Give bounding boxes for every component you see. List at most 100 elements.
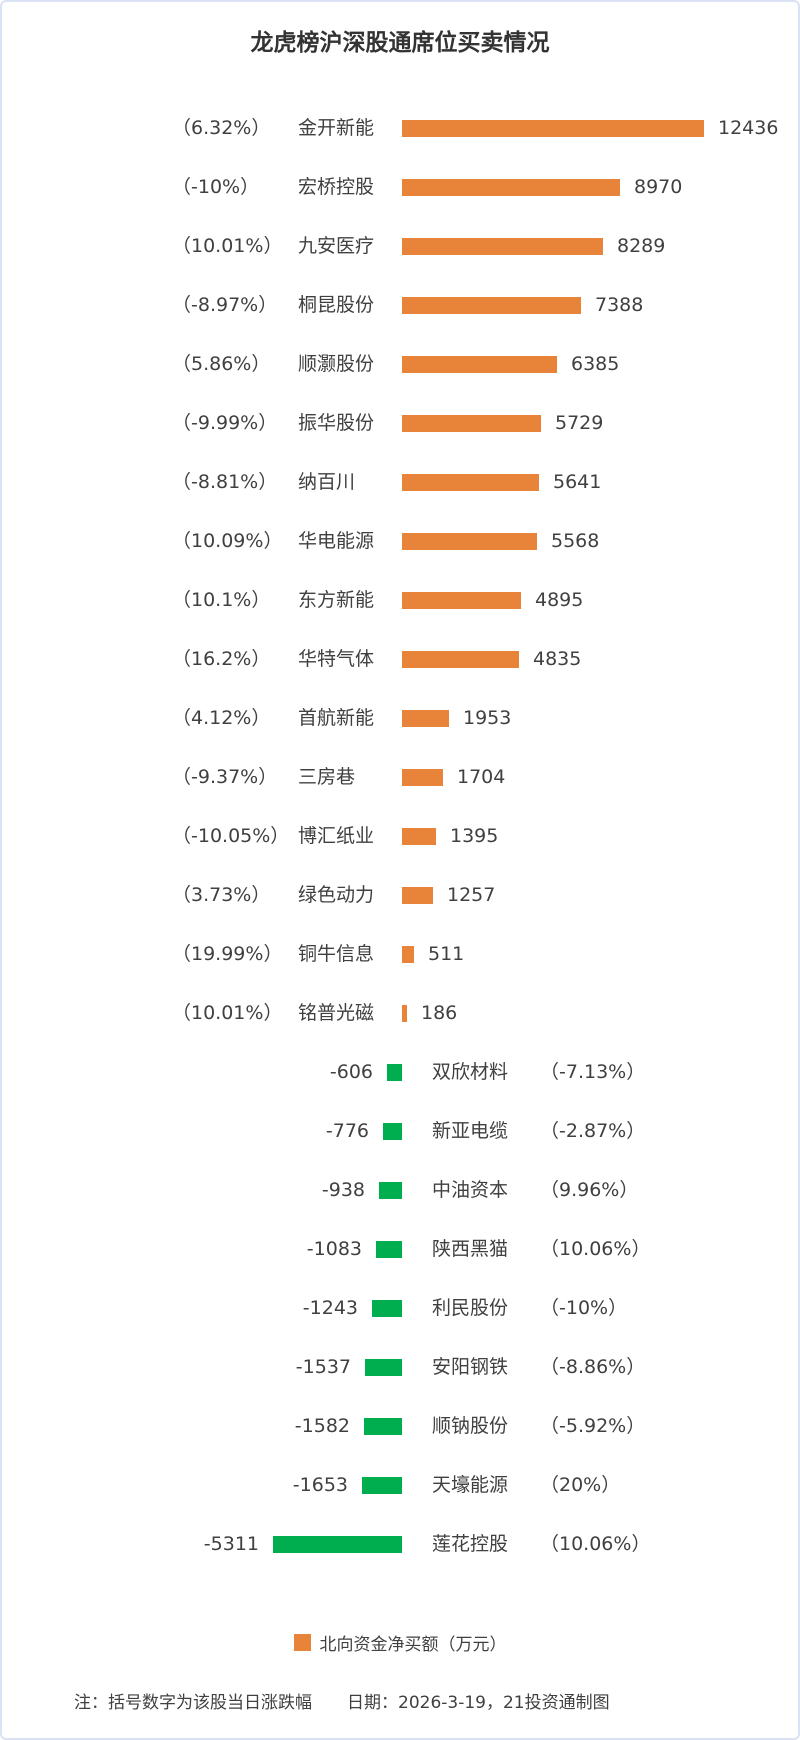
- change-pct-label: （-8.86%）: [540, 1356, 646, 1378]
- stock-name: 铭普光磁: [298, 1002, 375, 1024]
- sell-bar: [372, 1300, 402, 1317]
- change-pct-label: （19.99%）: [172, 943, 283, 965]
- buy-bar: [402, 946, 414, 963]
- stock-name: 顺灏股份: [298, 353, 375, 375]
- stock-name: 华特气体: [298, 648, 375, 670]
- change-pct-label: （20%）: [540, 1474, 621, 1496]
- change-pct-label: （-8.97%）: [172, 294, 278, 316]
- chart-row: -1582 顺钠股份 （-5.92%）: [2, 1397, 798, 1456]
- stock-name: 宏桥控股: [298, 176, 375, 198]
- change-pct-label: （5.86%）: [172, 353, 271, 375]
- chart-row: （19.99%） 铜牛信息 511: [2, 925, 798, 984]
- buy-bar: [402, 828, 436, 845]
- chart-row: （4.12%） 首航新能 1953: [2, 689, 798, 748]
- buy-bar: [402, 887, 433, 904]
- change-pct-label: （10.06%）: [540, 1533, 651, 1555]
- footer: 注：括号数字为该股当日涨跌幅 日期：2026-3-19，21投资通制图: [2, 1686, 798, 1720]
- stock-name: 纳百川: [298, 471, 356, 493]
- chart-row: -1537 安阳钢铁 （-8.86%）: [2, 1338, 798, 1397]
- legend: 北向资金净买额（万元）: [2, 1624, 798, 1660]
- buy-bar: [402, 769, 443, 786]
- stock-name: 九安医疗: [298, 235, 375, 257]
- value-label: 5729: [555, 412, 604, 434]
- value-label: 186: [421, 1002, 458, 1024]
- change-pct-label: （-9.99%）: [172, 412, 278, 434]
- change-pct-label: （-8.81%）: [172, 471, 278, 493]
- stock-name: 桐昆股份: [298, 294, 375, 316]
- value-label: -1083: [306, 1238, 362, 1260]
- value-label: 1953: [463, 707, 512, 729]
- value-label: 1704: [457, 766, 506, 788]
- value-label: -1582: [294, 1415, 350, 1437]
- chart-row: -1243 利民股份 （-10%）: [2, 1279, 798, 1338]
- legend-swatch-icon: [293, 1633, 311, 1651]
- change-pct-label: （10.1%）: [172, 589, 271, 611]
- value-label: 4835: [533, 648, 582, 670]
- change-pct-label: （16.2%）: [172, 648, 271, 670]
- sell-bar: [383, 1123, 402, 1140]
- value-label: 511: [428, 943, 465, 965]
- stock-name: 首航新能: [298, 707, 375, 729]
- chart-row: （16.2%） 华特气体 4835: [2, 630, 798, 689]
- value-label: 4895: [535, 589, 584, 611]
- value-label: -5311: [203, 1533, 259, 1555]
- stock-name: 双欣材料: [432, 1061, 509, 1083]
- chart-row: -5311 莲花控股 （10.06%）: [2, 1515, 798, 1574]
- stock-name: 绿色动力: [298, 884, 375, 906]
- buy-bar: [402, 710, 449, 727]
- change-pct-label: （10.06%）: [540, 1238, 651, 1260]
- chart-row: -776 新亚电缆 （-2.87%）: [2, 1102, 798, 1161]
- value-label: 5568: [551, 530, 600, 552]
- change-pct-label: （3.73%）: [172, 884, 271, 906]
- chart-row: （3.73%） 绿色动力 1257: [2, 866, 798, 925]
- chart-row: -606 双欣材料 （-7.13%）: [2, 1043, 798, 1102]
- change-pct-label: （-5.92%）: [540, 1415, 646, 1437]
- stock-name: 振华股份: [298, 412, 375, 434]
- chart-row: （-8.81%） 纳百川 5641: [2, 453, 798, 512]
- footnote: 注：括号数字为该股当日涨跌幅: [74, 1693, 312, 1713]
- bar-chart: （6.32%） 金开新能 12436 （-10%） 宏桥控股 8970 （10.01%） 九安…: [2, 99, 798, 1574]
- buy-bar: [402, 651, 519, 668]
- chart-row: （10.01%） 九安医疗 8289: [2, 217, 798, 276]
- change-pct-label: （10.09%）: [172, 530, 283, 552]
- buy-bar: [402, 474, 539, 491]
- chart-row: （-9.37%） 三房巷 1704: [2, 748, 798, 807]
- change-pct-label: （-10.05%）: [172, 825, 290, 847]
- value-label: 7388: [595, 294, 644, 316]
- stock-name: 博汇纸业: [298, 825, 375, 847]
- stock-name: 金开新能: [298, 117, 375, 139]
- chart-row: （5.86%） 顺灏股份 6385: [2, 335, 798, 394]
- buy-bar: [402, 356, 557, 373]
- change-pct-label: （10.01%）: [172, 1002, 283, 1024]
- chart-row: -1653 天壕能源 （20%）: [2, 1456, 798, 1515]
- change-pct-label: （9.96%）: [540, 1179, 639, 1201]
- buy-bar: [402, 238, 603, 255]
- sell-bar: [273, 1536, 402, 1553]
- change-pct-label: （4.12%）: [172, 707, 271, 729]
- change-pct-label: （-7.13%）: [540, 1061, 646, 1083]
- chart-row: -938 中油资本 （9.96%）: [2, 1161, 798, 1220]
- chart-row: （-9.99%） 振华股份 5729: [2, 394, 798, 453]
- chart-row: （10.09%） 华电能源 5568: [2, 512, 798, 571]
- stock-name: 莲花控股: [432, 1533, 509, 1555]
- chart-row: （-10%） 宏桥控股 8970: [2, 158, 798, 217]
- sell-bar: [379, 1182, 402, 1199]
- change-pct-label: （10.01%）: [172, 235, 283, 257]
- change-pct-label: （-10%）: [172, 176, 260, 198]
- value-label: 8970: [634, 176, 683, 198]
- value-label: 8289: [617, 235, 666, 257]
- stock-name: 铜牛信息: [298, 943, 375, 965]
- sell-bar: [387, 1064, 402, 1081]
- stock-name: 安阳钢铁: [432, 1356, 509, 1378]
- value-label: -938: [321, 1179, 365, 1201]
- value-label: -1243: [302, 1297, 358, 1319]
- value-label: 12436: [718, 117, 779, 139]
- value-label: 1257: [447, 884, 496, 906]
- buy-bar: [402, 415, 541, 432]
- value-label: -776: [325, 1120, 369, 1142]
- buy-bar: [402, 120, 704, 137]
- legend-label: 北向资金净买额（万元）: [319, 1634, 507, 1655]
- chart-row: （10.01%） 铭普光磁 186: [2, 984, 798, 1043]
- chart-row: （10.1%） 东方新能 4895: [2, 571, 798, 630]
